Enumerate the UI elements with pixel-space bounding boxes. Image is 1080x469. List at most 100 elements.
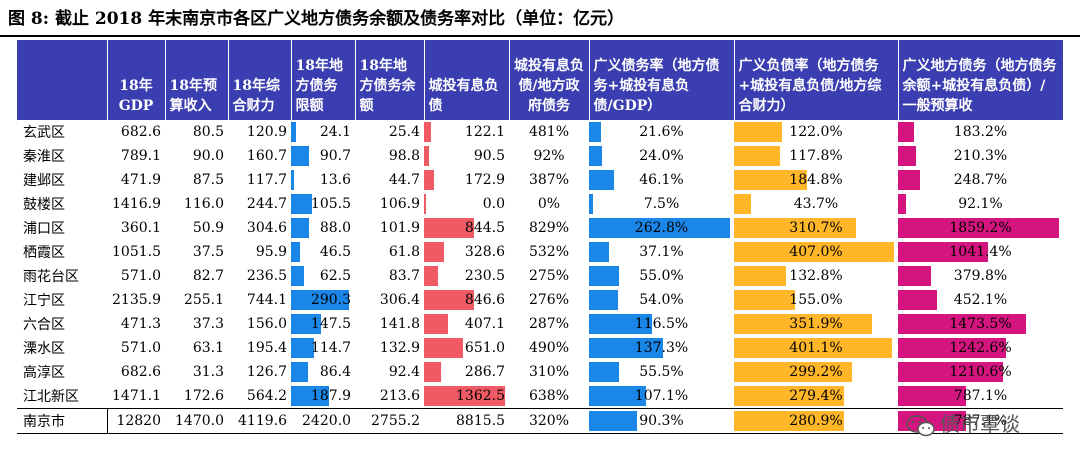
cell-district: 栖霞区 [23,245,65,261]
value-chengtou-debt: 0.0 [482,196,505,212]
value-broad-local-debt-ratio: 787.1% [953,413,1008,429]
value-chengtou-debt: 90.5 [473,148,505,164]
value-broad-debt-gdp: 7.5% [643,196,680,212]
value-debt-limit: 187.9 [310,388,351,404]
value-broad-local-debt-ratio: 1242.6% [949,340,1012,356]
value-broad-local-debt-ratio: 248.7% [953,172,1008,188]
bar-broad-debt-gdp [589,411,638,431]
cell-budget-revenue: 80.5 [192,124,224,140]
cell-chengtou-ratio: 490% [528,340,570,356]
cell-district: 秦淮区 [23,149,65,165]
cell-chengtou-debt: 286.7 [424,360,509,384]
cell-broad-local-debt-ratio: 248.7% [898,168,1063,192]
cell-budget-revenue: 50.9 [192,220,224,236]
bar-debt-limit [291,386,329,406]
cell-chengtou-ratio: 287% [528,316,570,332]
value-debt-limit: 13.6 [319,172,351,188]
value-debt-limit: 88.0 [319,220,351,236]
value-broad-local-debt-ratio: 210.3% [953,148,1008,164]
value-debt-limit: 105.5 [310,196,351,212]
cell-gdp: 2135.9 [112,292,161,308]
cell-gdp: 1471.1 [112,388,161,404]
value-debt-limit: 2420.0 [302,413,351,429]
cell-budget-revenue: 37.3 [192,316,224,332]
cell-chengtou-debt: 407.1 [424,312,509,336]
value-broad-debt-gdp: 262.8% [634,220,689,236]
bar-broad-local-debt-ratio [898,218,1059,238]
bar-debt-limit [291,194,313,214]
cell-broad-local-debt-ratio: 787.1% [898,384,1063,409]
cell-broad-debt-gdp: 55.0% [589,264,734,288]
value-broad-debt-gdp: 24.0% [639,148,684,164]
value-broad-local-debt-ratio: 1210.6% [949,364,1012,380]
value-chengtou-debt: 286.7 [464,364,505,380]
cell-debt-limit: 90.7 [291,144,355,168]
value-debt-limit: 90.7 [319,148,351,164]
bar-debt-limit [291,242,301,262]
cell-budget-revenue: 82.7 [192,268,224,284]
header-gdp: 18年GDP [107,40,166,120]
cell-broad-local-debt-ratio: 1859.2% [898,216,1063,240]
bar-broad-debt-gdp [589,266,619,286]
bar-broad-debt-gdp [589,386,647,406]
table-row: 六合区 471.3 37.3 156.0 147.5 141.8 407.1 287% 116.… [17,312,1063,336]
value-debt-limit: 114.7 [310,340,351,356]
cell-chengtou-debt: 328.6 [424,240,509,264]
value-broad-debt-gdp: 21.6% [639,124,684,140]
table-row: 秦淮区 789.1 90.0 160.7 90.7 98.8 90.5 92% 24.0% 117… [17,144,1063,168]
value-chengtou-debt: 651.0 [464,340,505,356]
cell-debt-limit: 290.3 [291,288,355,312]
bar-broad-local-debt-ratio [898,314,1026,334]
value-debt-limit: 290.3 [310,292,351,308]
cell-debt-limit: 105.5 [291,192,355,216]
cell-gdp: 360.1 [120,220,161,236]
header-debt-limit: 18年地方债务限额 [291,40,356,120]
cell-chengtou-debt: 651.0 [424,336,509,360]
value-broad-liability-ratio: 401.1% [789,340,843,356]
value-broad-liability-ratio: 43.7% [793,196,839,212]
bar-broad-liability-ratio [734,170,807,190]
cell-debt-balance: 213.6 [379,388,420,404]
cell-district: 鼓楼区 [23,197,65,213]
bar-broad-liability-ratio [734,386,844,406]
header-broad-liability-ratio: 广义负债率（地方债务+城投有息负债/地方综合财力） [734,40,899,120]
cell-district: 高淳区 [23,365,65,381]
cell-chengtou-ratio: 481% [528,124,570,140]
bar-broad-local-debt-ratio [898,290,938,310]
cell-budget-revenue: 37.5 [192,244,224,260]
cell-chengtou-ratio: 275% [528,268,570,284]
bar-debt-limit [291,170,294,190]
cell-comprehensive-finance: 244.7 [246,196,287,212]
cell-broad-local-debt-ratio: 1473.5% [898,312,1063,336]
cell-district: 江宁区 [23,293,65,309]
cell-broad-local-debt-ratio: 379.8% [898,264,1063,288]
cell-budget-revenue: 63.1 [192,340,224,356]
bar-broad-liability-ratio [734,266,787,286]
bar-broad-debt-gdp [589,194,594,214]
cell-debt-balance: 61.8 [388,244,420,260]
value-broad-liability-ratio: 310.7% [789,220,843,236]
bar-broad-liability-ratio [734,218,857,238]
cell-debt-balance: 306.4 [379,292,420,308]
table-row: 江北新区 1471.1 172.6 564.2 187.9 213.6 1362.5 638%… [17,384,1063,409]
value-broad-liability-ratio: 132.8% [789,268,843,284]
figure-title: 图 8: 截止 2018 年末南京市各区广义地方债务余额及债务率对比（单位：亿元… [8,9,625,29]
cell-debt-balance: 106.9 [379,196,420,212]
cell-comprehensive-finance: 126.7 [246,364,287,380]
cell-debt-limit: 114.7 [291,336,355,360]
table-row: 雨花台区 571.0 82.7 236.5 62.5 83.7 230.5 275% 55.0%… [17,264,1063,288]
value-broad-local-debt-ratio: 379.8% [953,268,1008,284]
cell-broad-local-debt-ratio: 183.2% [898,120,1063,144]
cell-broad-liability-ratio: 407.0% [734,240,898,264]
cell-district: 江北新区 [23,389,79,405]
bar-chengtou-debt [424,338,463,358]
header-broad-local-debt-ratio: 广义地方债务（地方债务余额+城投有息负债）/一般预算收 [898,40,1064,120]
cell-broad-debt-gdp: 21.6% [589,120,734,144]
bar-broad-liability-ratio [734,338,892,358]
value-chengtou-debt: 846.6 [464,292,505,308]
cell-debt-limit: 46.5 [291,240,355,264]
cell-gdp: 1416.9 [112,196,161,212]
bar-broad-local-debt-ratio [898,266,931,286]
cell-debt-balance: 132.9 [379,340,420,356]
bar-broad-debt-gdp [589,242,609,262]
